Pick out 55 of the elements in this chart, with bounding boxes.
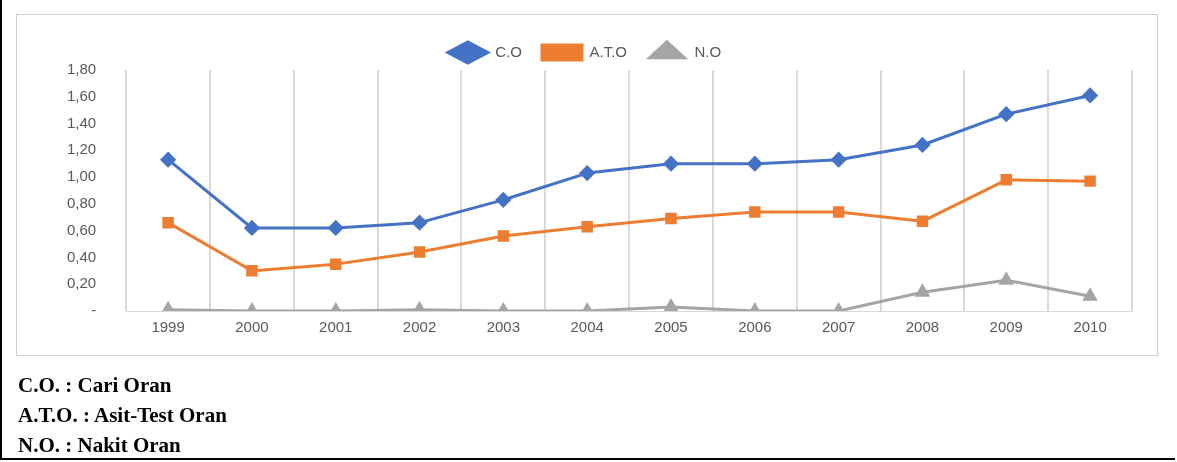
point (412, 215, 428, 231)
point (497, 230, 510, 242)
point (244, 220, 260, 236)
point (665, 212, 677, 225)
point (832, 206, 845, 218)
point (246, 265, 258, 277)
point (747, 156, 763, 172)
y-tick-label: 0,20 (66, 274, 97, 292)
point (999, 272, 1013, 285)
x-tick-label: 2004 (570, 318, 604, 336)
x-tick-label: 2002 (402, 318, 437, 336)
point (1083, 288, 1097, 301)
point (915, 284, 930, 297)
point (916, 215, 929, 228)
text: A.T.O. : Asit-Test Oran (18, 402, 227, 429)
legend-label: C.O (495, 42, 522, 60)
x-tick-label: 2003 (486, 318, 521, 336)
point (162, 216, 174, 229)
y-tick-label: 1,80 (66, 60, 97, 78)
x-tick-label: 2000 (235, 318, 269, 336)
y-tick-label: 1,20 (66, 140, 97, 158)
point (581, 220, 593, 233)
y-tick-label: 1,00 (66, 167, 97, 185)
point (413, 246, 426, 258)
text: N.O. : Nakit Oran (18, 432, 182, 459)
point (664, 299, 678, 311)
point (1000, 174, 1013, 186)
y-tick-label: 0,80 (66, 194, 97, 212)
point (1084, 175, 1096, 187)
point (998, 106, 1014, 122)
y-tick-label: 1,40 (66, 113, 97, 131)
point (328, 220, 344, 236)
point (831, 152, 847, 168)
point (663, 156, 679, 172)
text: C.O. : Cari Oran (18, 372, 173, 399)
legend-label: A.T.O (589, 42, 628, 60)
y-tick-label: 0,40 (66, 247, 97, 265)
point (330, 258, 342, 270)
point (914, 137, 930, 153)
y-tick-label: 1,60 (66, 86, 97, 104)
x-tick-label: 2010 (1073, 318, 1107, 336)
x-tick-label: 2006 (738, 318, 772, 336)
point (579, 165, 595, 181)
legend-label: N.O (694, 42, 722, 60)
point (749, 206, 761, 218)
y-tick-label: 0,60 (66, 220, 97, 238)
x-tick-label: 2008 (905, 318, 940, 336)
x-tick-label: 2007 (821, 318, 856, 336)
x-tick-label: 1999 (151, 318, 185, 336)
x-tick-label: 2001 (319, 318, 353, 336)
point (495, 192, 511, 208)
x-tick-label: 2009 (989, 318, 1023, 336)
x-tick-label: 2005 (654, 318, 688, 336)
point (160, 152, 176, 168)
y-tick-label: - (91, 301, 97, 319)
